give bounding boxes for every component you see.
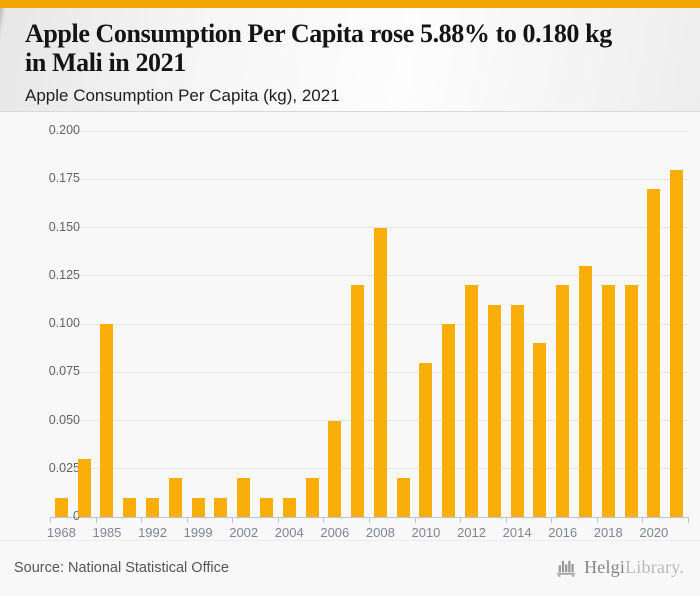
x-axis-tick	[186, 517, 188, 523]
x-axis-tick	[141, 517, 143, 523]
bar[interactable]	[647, 188, 661, 517]
bar[interactable]	[100, 324, 114, 517]
bar[interactable]	[282, 497, 296, 517]
x-axis-tick-label: 1992	[138, 525, 167, 540]
bar[interactable]	[465, 285, 479, 517]
x-axis-tick	[414, 517, 416, 523]
y-axis-tick-label: 0.175	[48, 171, 80, 186]
bar[interactable]	[442, 324, 456, 517]
bar[interactable]	[624, 285, 638, 517]
x-axis-tick-label: 2004	[274, 525, 304, 540]
y-axis-tick-label: 0.025	[48, 460, 80, 475]
x-axis-tick	[551, 517, 553, 523]
x-axis-tick	[505, 517, 507, 523]
x-axis-tick	[323, 517, 325, 523]
brand-name-secondary: Library.	[625, 557, 684, 577]
bar[interactable]	[533, 343, 547, 517]
bar[interactable]	[168, 478, 182, 517]
x-axis-tick-label: 2006	[320, 525, 350, 540]
x-axis-tick	[232, 517, 234, 523]
x-axis-tick-label: 2016	[548, 525, 578, 540]
helgi-library-logo[interactable]: Helgi Library.	[556, 557, 684, 578]
x-axis-tick-label: 1999	[183, 525, 213, 540]
chart-headline-line1: Apple Consumption Per Capita rose 5.88% …	[25, 19, 612, 48]
x-axis-tick-label: 1968	[46, 525, 76, 540]
bar[interactable]	[396, 478, 410, 517]
bar[interactable]	[328, 420, 342, 517]
footer: Source: National Statistical Office Helg…	[0, 540, 700, 596]
gridline	[50, 178, 688, 180]
gridline	[50, 275, 688, 277]
gridline	[50, 371, 688, 373]
bar[interactable]	[54, 497, 68, 517]
source-note: Source: National Statistical Office	[14, 560, 229, 576]
y-axis-tick-label: 0.100	[48, 316, 80, 330]
bar[interactable]	[419, 362, 433, 517]
x-axis-tick-label: 1985	[92, 525, 122, 540]
gridline	[50, 227, 688, 228]
bar[interactable]	[670, 169, 684, 517]
gridline	[50, 130, 688, 132]
bar[interactable]	[237, 478, 251, 517]
bar[interactable]	[123, 497, 137, 517]
top-accent-bar	[0, 0, 700, 8]
x-axis-tick	[95, 517, 97, 523]
y-axis-tick-label: 0.150	[48, 219, 80, 234]
chart-headline: Apple Consumption Per Capita rose 5.88% …	[25, 19, 700, 77]
x-axis-tick	[277, 517, 279, 523]
brand-name-primary: Helgi	[584, 557, 626, 577]
x-axis-tick	[642, 517, 644, 523]
bar[interactable]	[556, 285, 570, 517]
bar[interactable]	[146, 497, 160, 517]
gridline	[50, 420, 688, 421]
header: Apple Consumption Per Capita rose 5.88% …	[0, 8, 700, 112]
chart-subtitle: Apple Consumption Per Capita (kg), 2021	[25, 86, 340, 105]
bar-chart-plot: 0.200 0.175 0.150 0.125 0.100 0.075 0.050 0.025…	[47, 123, 689, 540]
x-axis-tick	[596, 517, 598, 523]
bar[interactable]	[601, 285, 615, 517]
bar[interactable]	[510, 304, 524, 517]
y-axis-tick-label: 0.075	[48, 364, 80, 379]
bar[interactable]	[259, 497, 273, 517]
y-axis-tick-label: 0.200	[48, 123, 80, 137]
bar[interactable]	[578, 266, 592, 517]
x-axis-tick-label: 2018	[593, 525, 623, 540]
y-axis-tick-label: 0	[73, 509, 80, 523]
x-axis-tick	[369, 517, 370, 523]
bar[interactable]	[191, 497, 205, 517]
bar[interactable]	[487, 304, 501, 517]
x-axis-tick-label: 2008	[365, 525, 395, 540]
bar[interactable]	[351, 285, 365, 517]
gridline	[50, 468, 688, 470]
chart-area: 0.200 0.175 0.150 0.125 0.100 0.075 0.050 0.025…	[0, 113, 700, 540]
x-axis-tick-label: 2002	[229, 525, 259, 540]
y-axis-tick-label: 0.125	[48, 267, 80, 282]
x-axis-tick-label: 2010	[411, 525, 441, 540]
bar-chart-logo-icon	[557, 560, 576, 577]
gridline	[50, 323, 688, 325]
x-axis-tick	[50, 517, 51, 523]
y-axis-tick-label: 0.050	[48, 412, 80, 427]
x-axis-tick	[688, 517, 689, 523]
bar[interactable]	[373, 227, 387, 517]
x-axis-tick-label: 2014	[502, 525, 532, 540]
chart-headline-line2: in Mali in 2021	[25, 48, 186, 77]
bar[interactable]	[77, 459, 91, 517]
bar[interactable]	[214, 497, 228, 517]
bar[interactable]	[305, 478, 319, 517]
x-axis-tick-label: 2020	[639, 525, 669, 540]
x-axis-tick-label: 2012	[457, 525, 486, 540]
x-axis-tick	[460, 517, 462, 523]
